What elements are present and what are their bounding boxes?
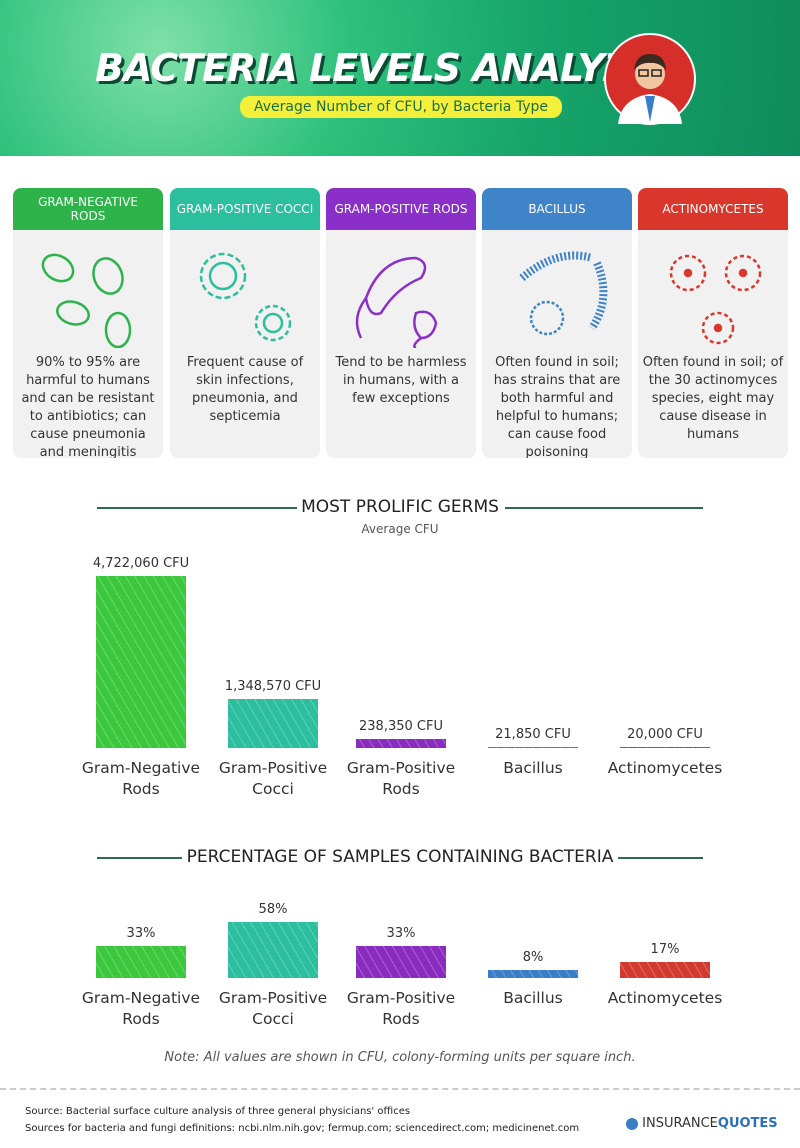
x-tick-label: Actinomycetes	[607, 989, 723, 1007]
x-tick-label: Gram-Positive Rods	[346, 759, 456, 798]
data-label: 33%	[386, 926, 416, 942]
chart-subtitle: Average CFU	[361, 522, 439, 536]
data-label: 21,850 CFU	[495, 727, 571, 742]
bar	[96, 576, 186, 748]
logo-text: INSURANCE	[642, 1116, 718, 1131]
card-header: GRAM-NEGATIVE RODS	[13, 188, 163, 230]
data-label: 17%	[650, 941, 680, 957]
bar	[488, 970, 578, 978]
card-header: ACTINOMYCETES	[638, 188, 788, 230]
bar	[356, 739, 446, 748]
logo-text: QUOTES	[717, 1116, 778, 1131]
data-label: 4,722,060 CFU	[92, 556, 190, 571]
card: GRAM-POSITIVE COCCI Frequent cause of ski…	[170, 188, 320, 458]
rule	[618, 857, 703, 859]
data-label: 8%	[522, 950, 544, 966]
card-text: Often found in soil; has strains that ar…	[493, 355, 621, 458]
bacteria-icon	[199, 252, 292, 342]
logo: INSURANCEQUOTES	[626, 1116, 778, 1131]
x-tick-label: Gram-Positive Cocci	[218, 989, 328, 1028]
x-tick-label: Gram-Negative Rods	[81, 759, 201, 798]
note: Note: All values are shown in CFU, colon…	[164, 1050, 636, 1065]
x-tick-label: Bacillus	[503, 759, 563, 777]
subtitle: Average Number of CFU, by Bacteria Type	[240, 96, 562, 118]
card: BACILLUS Often found in soil; has strains…	[482, 188, 632, 458]
chart-title: PERCENTAGE OF SAMPLES CONTAINING BACTERI…	[186, 847, 614, 867]
chart-title: MOST PROLIFIC GERMS	[301, 497, 499, 517]
card: GRAM-NEGATIVE RODS 90% to 95% are harmful…	[13, 188, 163, 458]
card-text: Tend to be harmless in humans, with a fe…	[335, 355, 467, 406]
x-tick-label: Gram-Positive Cocci	[218, 759, 328, 798]
card-text: 90% to 95% are harmful to humans and can…	[21, 355, 155, 458]
logo-mark	[626, 1117, 638, 1130]
bar	[488, 747, 578, 748]
bar	[620, 747, 710, 748]
x-tick-label: Gram-Positive Rods	[346, 989, 456, 1028]
bacteria-icon	[669, 254, 762, 345]
card-text: Often found in soil; of the 30 actinomyc…	[642, 355, 784, 442]
card-header: BACILLUS	[482, 188, 632, 230]
card-text: Frequent cause of skin infections, pneum…	[186, 355, 304, 424]
rule	[505, 507, 703, 509]
card: ACTINOMYCETES Often found in soil; of the…	[638, 188, 788, 458]
doctor-icon	[604, 33, 696, 125]
data-label: 238,350 CFU	[359, 719, 443, 735]
bacteria-icon	[519, 251, 608, 336]
bar	[620, 961, 710, 978]
bar	[356, 946, 446, 978]
divider	[0, 1088, 800, 1090]
card-header: GRAM-POSITIVE COCCI	[170, 188, 320, 230]
source: Sources for bacteria and fungi definitio…	[25, 1123, 580, 1134]
data-label: 20,000 CFU	[627, 727, 703, 742]
bar	[228, 698, 318, 748]
title: BACTERIA LEVELS ANALYZED	[95, 46, 687, 90]
card-header: GRAM-POSITIVE RODS	[326, 188, 476, 230]
data-label: 58%	[258, 902, 288, 917]
x-tick-label: Gram-Negative Rods	[81, 989, 201, 1028]
x-tick-label: Bacillus	[503, 989, 563, 1007]
x-tick-label: Actinomycetes	[607, 759, 723, 777]
source: Source: Bacterial surface culture analys…	[25, 1106, 411, 1117]
bar	[96, 946, 186, 978]
bacteria-icon	[355, 256, 438, 348]
data-label: 1,348,570 CFU	[224, 678, 322, 694]
bacteria-icon	[41, 253, 132, 348]
rule	[97, 857, 182, 859]
data-label: 33%	[126, 926, 156, 942]
card: GRAM-POSITIVE RODS Tend to be harmless in…	[326, 188, 476, 458]
rule	[97, 507, 297, 509]
bar	[228, 922, 318, 978]
